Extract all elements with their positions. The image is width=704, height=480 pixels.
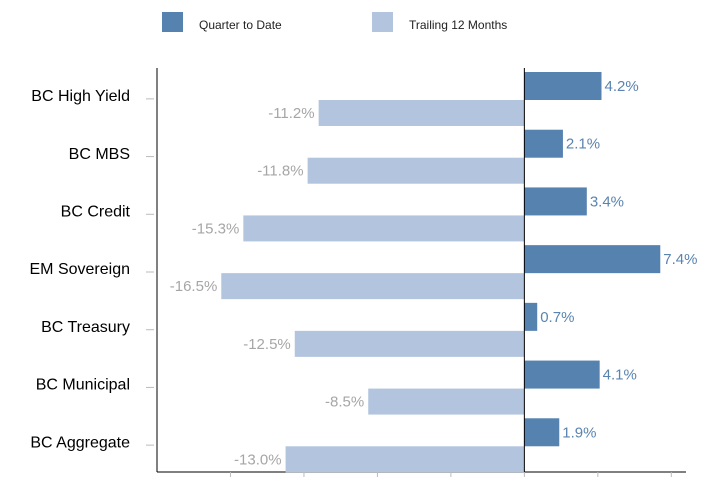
value-label: -16.5% bbox=[170, 278, 218, 295]
legend-swatch bbox=[162, 12, 183, 32]
bar bbox=[294, 330, 525, 357]
value-label: -8.5% bbox=[325, 394, 364, 411]
value-label: -13.0% bbox=[234, 451, 282, 468]
value-label: 1.9% bbox=[562, 424, 596, 441]
legend-label: Trailing 12 Months bbox=[409, 18, 507, 32]
y-tick-label: BC High Yield bbox=[31, 88, 130, 105]
value-label: -11.8% bbox=[257, 163, 303, 180]
value-label: 4.2% bbox=[605, 78, 639, 95]
bar bbox=[524, 72, 602, 100]
bar bbox=[524, 302, 538, 331]
bar bbox=[368, 388, 525, 415]
bar bbox=[524, 360, 600, 389]
y-tick-label: BC Credit bbox=[61, 204, 131, 221]
bar bbox=[524, 129, 563, 158]
bar bbox=[524, 187, 587, 216]
bar bbox=[524, 418, 560, 447]
bar bbox=[221, 273, 525, 300]
bar bbox=[243, 215, 525, 242]
bar bbox=[524, 245, 661, 274]
y-tick-label: BC Municipal bbox=[36, 377, 130, 394]
y-tick-label: BC Aggregate bbox=[30, 434, 130, 451]
bar bbox=[318, 100, 525, 126]
value-label: 3.4% bbox=[590, 193, 624, 210]
y-tick-label: BC MBS bbox=[69, 146, 130, 163]
value-label: -12.5% bbox=[243, 336, 291, 353]
value-label: 7.4% bbox=[663, 251, 697, 268]
value-label: -15.3% bbox=[192, 220, 240, 237]
bar bbox=[285, 446, 525, 473]
value-label: 2.1% bbox=[566, 136, 600, 153]
value-label: 0.7% bbox=[540, 309, 574, 326]
y-tick-label: BC Treasury bbox=[41, 319, 130, 336]
legend-label: Quarter to Date bbox=[199, 18, 282, 32]
value-label: 4.1% bbox=[603, 367, 637, 384]
value-label: -11.2% bbox=[268, 105, 314, 122]
y-tick-label: EM Sovereign bbox=[30, 261, 131, 278]
legend-swatch bbox=[372, 12, 393, 32]
bar bbox=[307, 157, 525, 184]
